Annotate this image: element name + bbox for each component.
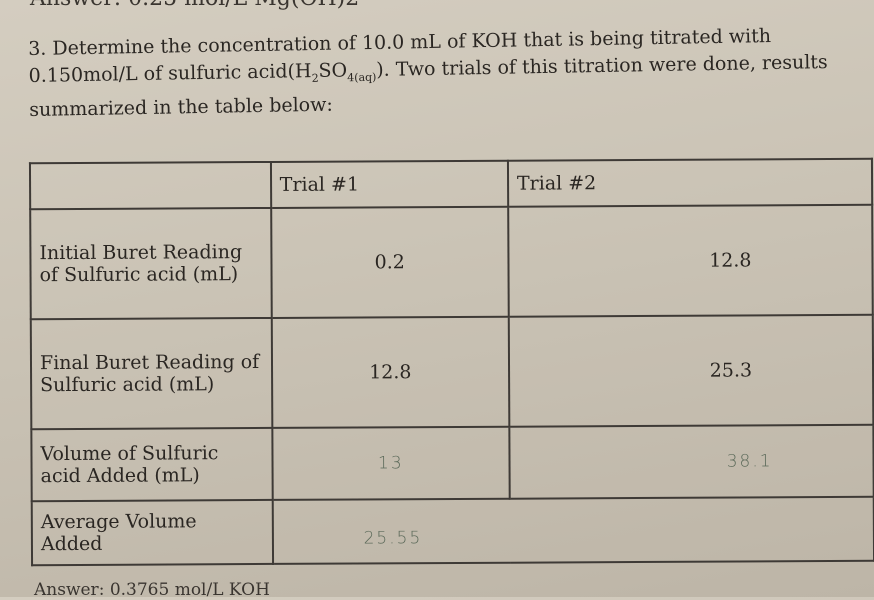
row-label: Initial Buret Reading of Sulfuric acid (…	[30, 207, 272, 320]
trial-1-value: 12.8	[271, 316, 510, 428]
row-label: Average Volume Added	[31, 499, 273, 566]
titration-table: Trial #1 Trial #2 Initial Buret Reading …	[29, 158, 874, 566]
table-header-row: Trial #1 Trial #2	[29, 158, 873, 210]
table-row: Volume of Sulfuric acid Added (mL) 13 38…	[31, 424, 874, 502]
trial-1-handwritten-value: 13	[272, 426, 510, 500]
header-trial-2: Trial #2	[507, 158, 873, 207]
trial-2-handwritten-value: 38.1	[509, 424, 874, 499]
final-answer: Answer: 0.3765 mol/L KOH	[34, 580, 270, 600]
question-text: 3. Determine the concentration of 10.0 m…	[28, 22, 829, 124]
trial-2-value: 25.3	[508, 314, 874, 427]
subscript: 4(aq)	[347, 70, 377, 85]
question-part: ). Two trials of this titration were don…	[29, 51, 828, 121]
row-label: Final Buret Reading of Sulfuric acid (mL…	[30, 317, 273, 430]
table-row: Final Buret Reading of Sulfuric acid (mL…	[30, 314, 874, 430]
row-label: Volume of Sulfuric acid Added (mL)	[31, 427, 273, 502]
trial-2-value: 12.8	[508, 204, 873, 317]
table-row-average: Average Volume Added 25.55	[31, 496, 874, 566]
header-trial-1: Trial #1	[270, 160, 509, 208]
table-row: Initial Buret Reading of Sulfuric acid (…	[30, 204, 873, 320]
average-handwritten-value: 25.55	[272, 496, 874, 564]
trial-1-value: 0.2	[270, 206, 509, 318]
question-part: SO	[318, 59, 348, 82]
header-cell	[29, 161, 271, 210]
previous-answer: Answer: 0.25 mol/L Mg(OH)2	[30, 0, 359, 11]
